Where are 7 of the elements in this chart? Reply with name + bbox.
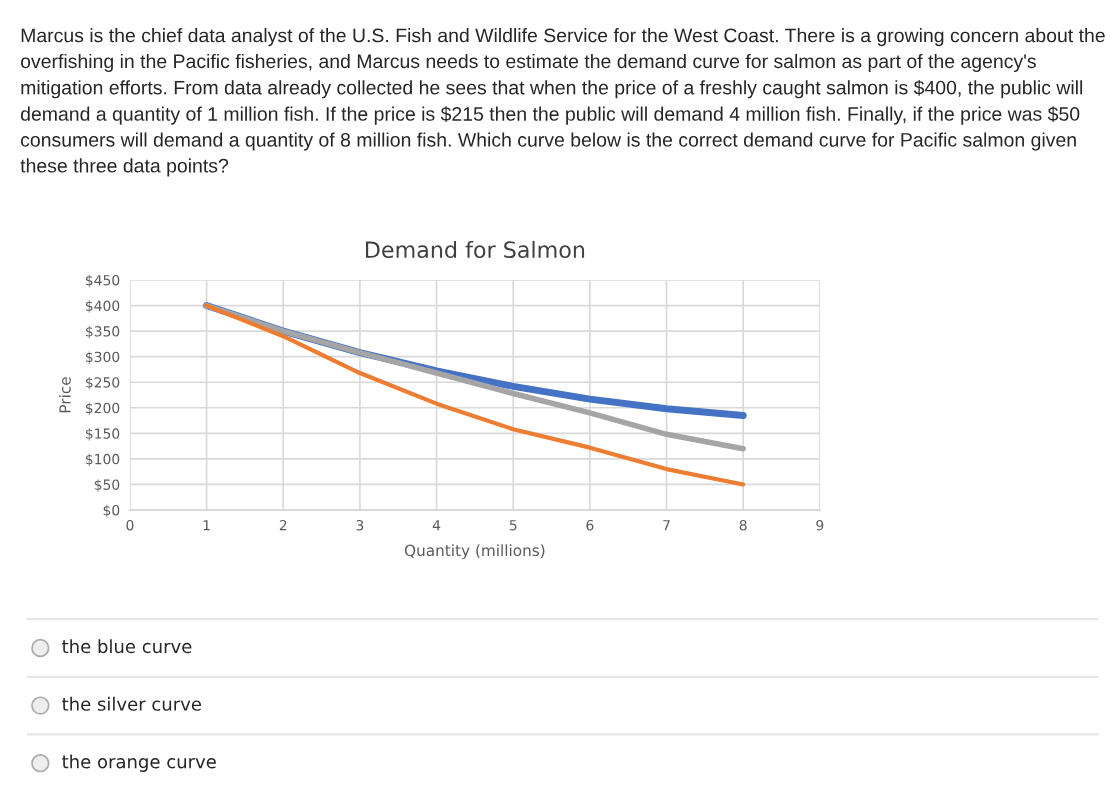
text: the orange curve bbox=[62, 754, 216, 772]
text: Marcus is the chief data analyst of the U.S. Fish and Wildlife Service for the West Coast. There is a growing concern about the overfishing in the Pacific fisheries, and Marcus needs to estimate the demand curve for salmon as part of the agency's mitigation efforts. From data already collected he sees that when the price of a freshly caught salmon is $400, the public will demand a quantity of 1 million fish. If the price is $215 then the public will demand 4 million fish. Finally, if the price was $50 consumers will demand a quantity of 8 million fish. Which curve below is the correct demand curve for Pacific salmon given these three data points? bbox=[20, 28, 1105, 177]
chart-title: Demand for Salmon bbox=[365, 240, 585, 259]
text: the silver curve bbox=[62, 696, 201, 711]
line-series bbox=[203, 302, 746, 452]
text: the blue curve bbox=[62, 639, 192, 654]
line-series bbox=[204, 303, 746, 487]
